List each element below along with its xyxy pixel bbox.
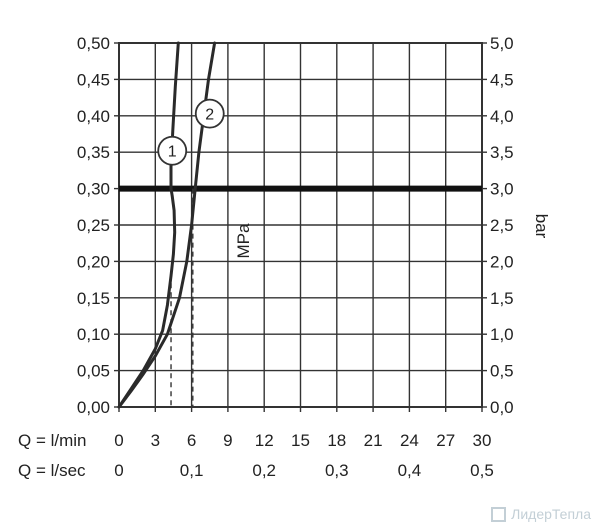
y-tick-label-right: 3,5	[490, 143, 514, 162]
x2-tick-label: 0,5	[470, 461, 494, 480]
x-tick-label: 3	[151, 431, 160, 450]
x-axis-title: Q = l/min	[18, 431, 87, 450]
y-tick-label-right: 2,5	[490, 216, 514, 235]
y-tick-label-right: 5,0	[490, 34, 514, 53]
tick-label-layer: 0 3 6 9 12 15 18 21 24 27 300,00 0,00,05 0,50,10 1,00…	[18, 34, 514, 480]
watermark: ЛидерТепла	[491, 506, 591, 522]
x2-tick-label: 0,3	[325, 461, 349, 480]
y-tick-label-left: 0,35	[77, 143, 110, 162]
y-tick-label-left: 0,40	[77, 107, 110, 126]
y-tick-label-left: 0,10	[77, 325, 110, 344]
x2-tick-label: 0,1	[180, 461, 204, 480]
x-tick-label: 0	[114, 431, 123, 450]
plot-frame	[118, 42, 483, 408]
x2-tick-label: 0	[114, 461, 123, 480]
y-tick-label-right: 2,0	[490, 252, 514, 271]
y-axis-title-right: bar	[532, 214, 551, 239]
x2-axis-title: Q = l/sec	[18, 461, 86, 480]
x-tick-label: 21	[364, 431, 383, 450]
x-tick-label: 30	[473, 431, 492, 450]
y-tick-label-right: 0,0	[490, 398, 514, 417]
y-tick-label-left: 0,50	[77, 34, 110, 53]
y-tick-label-right: 1,0	[490, 325, 514, 344]
grid	[114, 42, 487, 412]
y-tick-label-right: 0,5	[490, 362, 514, 381]
series-marker-circle-1	[157, 135, 188, 166]
x2-tick-label: 0,2	[252, 461, 276, 480]
y-tick-label-right: 1,5	[490, 289, 514, 308]
y-tick-label-right: 4,5	[490, 70, 514, 89]
x-tick-label: 12	[255, 431, 274, 450]
series-marker-label-2: 2	[205, 107, 214, 124]
y-tick-label-right: 4,0	[490, 107, 514, 126]
watermark-text: ЛидерТепла	[511, 506, 591, 522]
x-tick-label: 15	[291, 431, 310, 450]
x-tick-label: 18	[327, 431, 346, 450]
x-tick-label: 24	[400, 431, 419, 450]
series-layer: 12	[117, 41, 225, 409]
x-tick-label: 6	[187, 431, 196, 450]
y-tick-label-left: 0,20	[77, 252, 110, 271]
y-tick-label-left: 0,00	[77, 398, 110, 417]
x-tick-label: 9	[223, 431, 232, 450]
y-tick-label-left: 0,30	[77, 180, 110, 199]
y-tick-label-left: 0,45	[77, 70, 110, 89]
y-tick-label-left: 0,25	[77, 216, 110, 235]
y-tick-label-right: 3,0	[490, 180, 514, 199]
y-tick-label-left: 0,05	[77, 362, 110, 381]
y-tick-label-left: 0,15	[77, 289, 110, 308]
x2-tick-label: 0,4	[398, 461, 422, 480]
series-marker-circle-2	[194, 98, 225, 129]
y-axis-title-left: MPa	[234, 223, 253, 259]
series-marker-label-1: 1	[168, 144, 177, 161]
watermark-logo-icon	[491, 506, 507, 522]
x-tick-label: 27	[436, 431, 455, 450]
